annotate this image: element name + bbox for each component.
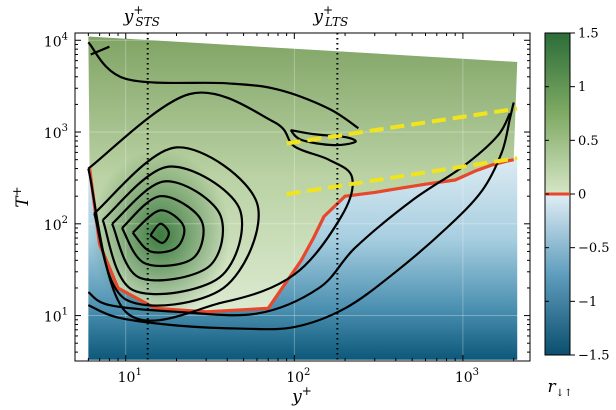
y-axis-label: T+ (10, 186, 33, 207)
contour-line (121, 195, 205, 268)
axis-ticks (75, 33, 530, 361)
plot-frame (74, 32, 531, 362)
label-y-lts: y+ LTS (312, 3, 348, 29)
colorbar-tick-label: 0.5 (578, 134, 599, 149)
contour-line (149, 222, 170, 244)
contour-line (87, 91, 354, 322)
x-tick-label: 101 (118, 367, 142, 386)
contour-line (90, 45, 110, 56)
colorbar-zero-marker (545, 192, 570, 196)
colorbar-label: r↓↑ (548, 377, 573, 399)
y-tick-label: 103 (44, 123, 68, 142)
plot-area (75, 33, 530, 361)
yellow-dashed-line (286, 156, 518, 197)
y-tick-label: 102 (44, 215, 68, 234)
colorbar-tick-label: −0.5 (578, 241, 610, 256)
contour-line (87, 102, 515, 331)
colorbar-tick-label: 0 (578, 188, 586, 203)
contour-line (289, 129, 357, 147)
yellow-dashed-line (286, 106, 518, 146)
contour-line (93, 146, 260, 307)
colorbar-tick-label: −1.5 (578, 349, 610, 364)
contour-line (131, 209, 186, 254)
contour-lines (87, 41, 515, 331)
colorbar-ticks: 1.5 1 0.5 0 −0.5 −1 −1.5 (545, 27, 610, 364)
label-y-sts: y+ STS (123, 3, 160, 29)
y-tick-label: 101 (44, 307, 68, 326)
colorbar-tick-label: −1 (578, 295, 597, 310)
reference-line-labels: y+ STS y+ LTS (123, 3, 349, 29)
y-tick-label: 104 (44, 31, 68, 50)
x-tick-label: 103 (455, 367, 479, 386)
x-tick-label: 102 (286, 367, 310, 386)
colorbar-tick-label: 1 (578, 80, 586, 95)
contour-line (101, 165, 244, 296)
tick-labels: 101 102 103 101 102 103 104 (44, 31, 479, 386)
contour-line (111, 180, 224, 282)
colorbar: 1.5 1 0.5 0 −0.5 −1 −1.5 r↓↑ (544, 27, 610, 399)
correlation-peak-region (90, 150, 231, 321)
yellow-dashed-lines (286, 106, 518, 197)
colorbar-tick-label: 1.5 (578, 27, 599, 42)
x-axis-label: y+ (291, 384, 312, 407)
contour-line (87, 112, 511, 317)
contour-line (87, 41, 360, 130)
